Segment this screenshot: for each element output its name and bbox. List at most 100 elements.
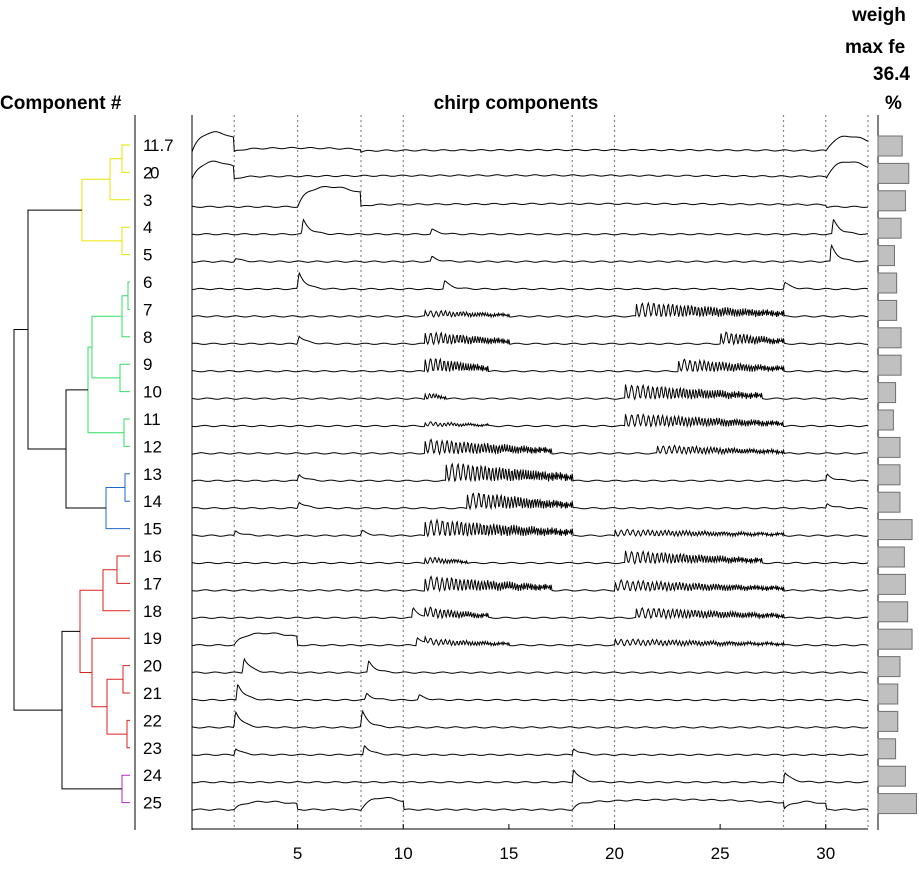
leaf-label-18: 18 xyxy=(143,602,162,621)
dendrogram-link-P xyxy=(126,719,130,749)
chirp-trace-10 xyxy=(191,383,869,401)
dendrogram-link-G xyxy=(91,315,122,379)
bar-20 xyxy=(877,656,901,678)
bar-17 xyxy=(877,573,906,595)
leaf-label-22: 22 xyxy=(143,711,162,730)
leaf-label-24: 24 xyxy=(143,766,162,785)
dendrogram-link-E xyxy=(121,295,130,338)
bar-7 xyxy=(877,299,898,321)
leaf-label-25: 25 xyxy=(143,794,162,813)
bar-16 xyxy=(877,546,905,568)
x-tick-label-10: 10 xyxy=(394,844,413,863)
bar-11 xyxy=(877,409,894,431)
dendrogram xyxy=(13,144,130,804)
dendrogram-link-M xyxy=(116,555,130,584)
chirp-trace-16 xyxy=(191,550,869,565)
bar-2 xyxy=(877,162,910,184)
chirp-trace-22 xyxy=(191,709,869,729)
leaf-label-20: 20 xyxy=(143,657,162,676)
chirp-trace-19 xyxy=(191,632,869,648)
leaf-label-9: 9 xyxy=(143,355,152,374)
chirp-trace-21 xyxy=(191,684,869,702)
chirp-trace-3 xyxy=(192,186,869,208)
leaf-label-8: 8 xyxy=(143,328,152,347)
leaf-label-1: 1 xyxy=(143,136,152,155)
bars-title-line-3: 36.4 xyxy=(873,64,910,85)
leaf-label-21: 21 xyxy=(143,684,162,703)
leaf-label-6: 6 xyxy=(143,273,152,292)
leaf-label-11: 11 xyxy=(143,410,161,429)
leaf-labels: 1234567891011121314151617181920212223242… xyxy=(134,115,174,830)
bar-13 xyxy=(877,464,901,486)
chirp-trace-18 xyxy=(192,606,869,621)
bar-21 xyxy=(877,683,899,705)
bars-title-line-4: % xyxy=(885,93,902,114)
x-tick-label-20: 20 xyxy=(605,844,624,863)
bar-15 xyxy=(877,519,913,541)
bar-1 xyxy=(877,135,903,157)
dendrogram-link-R xyxy=(91,637,130,708)
x-tick-label-30: 30 xyxy=(816,844,835,863)
bar-25 xyxy=(877,793,917,815)
dendrogram-link-B xyxy=(121,226,130,256)
leaf-label-3: 3 xyxy=(143,191,152,210)
chirp-trace-23 xyxy=(191,745,869,756)
x-tick-label-15: 15 xyxy=(499,844,518,863)
leaf-label-2: 2 xyxy=(143,163,152,182)
x-tick-label-25: 25 xyxy=(711,844,730,863)
bar-19 xyxy=(877,628,913,650)
bar-6 xyxy=(877,272,898,294)
dendrogram-link-T xyxy=(13,329,62,711)
dendrogram-link-Y xyxy=(81,178,122,242)
chirp-trace-14 xyxy=(191,492,869,511)
dendrogram-link-O xyxy=(122,665,130,694)
bar-24 xyxy=(877,765,906,787)
dendrogram-link-BL xyxy=(105,487,130,530)
chirp-trace-1 xyxy=(191,131,869,153)
dendrogram-link-C xyxy=(109,158,130,201)
chirp-trace-13 xyxy=(191,462,869,483)
chirp-trace-2 xyxy=(191,160,869,180)
dendrogram-title: Component # xyxy=(0,93,122,114)
bar-12 xyxy=(877,436,901,458)
chirp-trace-9 xyxy=(191,357,869,374)
bar-18 xyxy=(877,601,909,623)
leaf-label-13: 13 xyxy=(143,465,162,484)
dendrogram-link-GR xyxy=(87,346,124,434)
leaf-label-23: 23 xyxy=(143,739,162,758)
dendrogram-link-F xyxy=(119,363,130,393)
leaf-label-19: 19 xyxy=(143,629,162,648)
bars-title-line-2: max fe xyxy=(845,37,905,58)
leaf-label-16: 16 xyxy=(143,547,162,566)
chirp-trace-6 xyxy=(191,271,869,291)
x-tick-label-5: 5 xyxy=(293,844,302,863)
bar-22 xyxy=(877,710,899,732)
leaf-label-5: 5 xyxy=(143,246,152,265)
leaf-label-10: 10 xyxy=(143,383,162,402)
chirp-plot: 5 10 15 20 25 30 xyxy=(191,115,869,863)
dendrogram-link-A xyxy=(121,144,130,173)
dendrogram-link-H xyxy=(123,418,130,447)
chirp-trace-15 xyxy=(192,518,869,538)
leaf-label-7: 7 xyxy=(143,300,152,319)
chirp-trace-11 xyxy=(191,413,868,429)
bar-23 xyxy=(877,738,897,760)
dendrogram-link-K xyxy=(27,209,82,450)
bar-8 xyxy=(877,327,902,349)
chirp-trace-4 xyxy=(191,218,869,236)
dendrogram-link-Q xyxy=(106,678,127,735)
chirp-trace-8 xyxy=(191,331,868,346)
chirp-title: chirp components xyxy=(434,93,599,114)
dendrogram-link-D xyxy=(127,281,130,310)
leaf-label-15: 15 xyxy=(143,520,162,539)
weight-bars xyxy=(877,115,917,830)
chirp-trace-7 xyxy=(191,301,869,319)
chirp-trace-20 xyxy=(191,657,869,674)
bar-5 xyxy=(877,245,895,267)
bar-4 xyxy=(877,217,902,239)
chirp-trace-12 xyxy=(192,438,869,456)
leaf-label-4: 4 xyxy=(143,218,152,237)
bar-10 xyxy=(877,382,897,404)
bar-3 xyxy=(877,190,906,212)
